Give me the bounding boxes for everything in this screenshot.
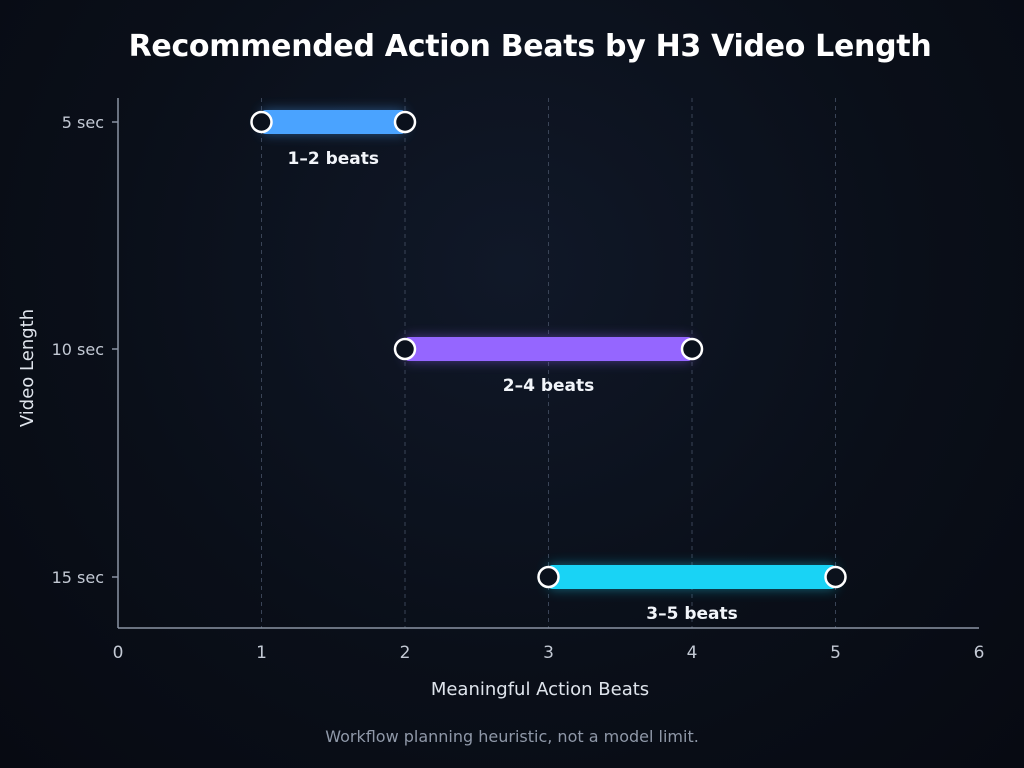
y-tick-label: 5 sec <box>62 113 104 132</box>
range-end-marker <box>680 337 704 361</box>
y-tick-label: 10 sec <box>52 340 104 359</box>
x-tick-label: 6 <box>974 643 985 663</box>
range-start-marker <box>537 565 560 589</box>
x-tick-label: 4 <box>687 643 698 663</box>
range-bar <box>548 565 836 589</box>
range-bars: 1–2 beats 2–4 beats 3–5 beats <box>250 110 847 624</box>
range-end-marker <box>393 110 417 134</box>
range-bar <box>405 337 692 361</box>
x-axis-title: Meaningful Action Beats <box>431 679 649 700</box>
y-axis-title: Video Length <box>17 309 38 427</box>
x-tick-label: 5 <box>830 643 841 663</box>
x-tick-label: 2 <box>400 643 411 663</box>
footnote: Workflow planning heuristic, not a model… <box>325 727 699 746</box>
y-tick-label: 15 sec <box>52 568 104 587</box>
range-label: 1–2 beats <box>288 149 380 169</box>
axes: 0 1 2 3 4 5 6 5 sec 10 sec 15 sec <box>52 98 985 663</box>
range-bar-group: 2–4 beats <box>393 337 704 396</box>
range-bar-group: 1–2 beats <box>250 110 417 169</box>
x-tick-label: 3 <box>543 643 554 663</box>
chart-title: Recommended Action Beats by H3 Video Len… <box>129 29 932 64</box>
range-label: 2–4 beats <box>503 376 595 396</box>
range-start-marker <box>393 337 417 361</box>
x-tick-label: 1 <box>256 643 267 663</box>
range-bar <box>261 110 405 134</box>
x-tick-label: 0 <box>113 643 124 663</box>
range-label: 3–5 beats <box>646 604 738 624</box>
range-end-marker <box>824 565 847 589</box>
grid-lines <box>261 98 836 628</box>
range-bar-group: 3–5 beats <box>537 565 847 624</box>
range-start-marker <box>250 110 273 134</box>
